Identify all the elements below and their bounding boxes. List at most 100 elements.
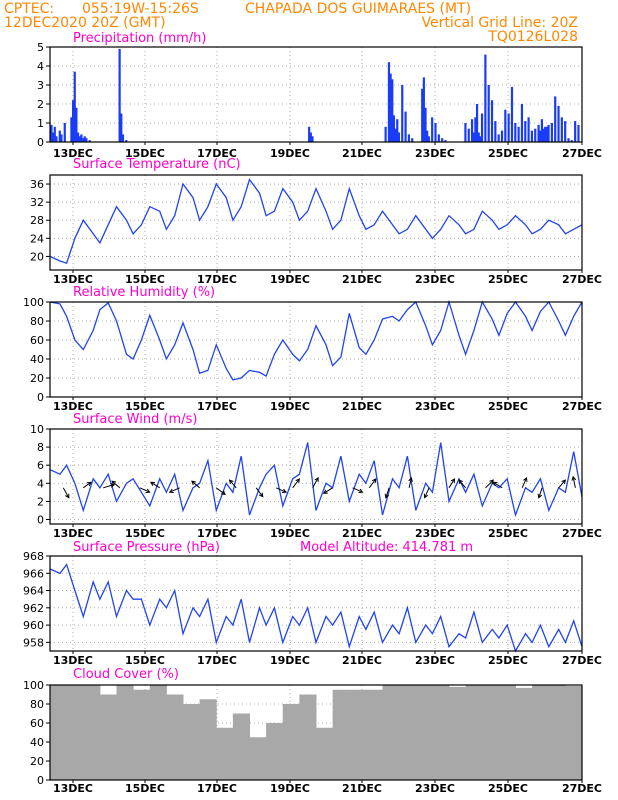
x-tick-label: 27DEC [562, 400, 602, 413]
wind-arrow-shaft [82, 481, 92, 489]
precip-bar [577, 124, 580, 142]
precip-bar [434, 123, 437, 142]
panel-frame [49, 174, 583, 271]
panel-frame [49, 555, 583, 652]
cloud-bar [183, 704, 201, 780]
precip-bar [389, 73, 392, 142]
y-tick-label: 1 [37, 117, 44, 130]
precip-bar [554, 96, 557, 142]
x-tick-label: 17DEC [197, 400, 237, 413]
y-tick-label: 968 [23, 550, 44, 563]
y-tick-label: 100 [23, 296, 44, 309]
precip-bar [60, 134, 63, 142]
x-tick-label: 17DEC [197, 782, 237, 795]
precip-bar [404, 111, 407, 142]
panel-precipitation-mm-h: 0 1 2 3 4 5 13DEC 15DEC 17DEC 19DEC 21DEC 23DEC 25DE… [37, 31, 602, 160]
precip-bar [534, 128, 537, 142]
x-tick-label: 25DEC [488, 147, 528, 160]
wind-arrow-head [571, 475, 577, 481]
x-tick-label: 21DEC [342, 273, 382, 286]
wind-arrow-shaft [558, 479, 566, 489]
wind-arrow [292, 478, 300, 489]
cloud-bar [50, 685, 68, 780]
x-tick-label: 25DEC [488, 273, 528, 286]
precip-bar [524, 121, 527, 142]
wind-arrow-shaft [275, 487, 287, 493]
precip-bar [527, 117, 530, 142]
precip-bar [384, 126, 387, 142]
y-tick-label: 40 [30, 353, 44, 366]
wind-arrow-shaft [62, 487, 70, 498]
x-tick-label: 21DEC [342, 654, 382, 667]
cloud-bar [299, 694, 317, 780]
x-tick-label: 25DEC [488, 400, 528, 413]
precip-bar [514, 123, 517, 142]
wind-arrow-shaft [458, 479, 467, 489]
precip-bar [504, 109, 507, 142]
x-tick-label: 23DEC [415, 147, 455, 160]
y-tick-label: 36 [30, 178, 44, 191]
cloud-bar [399, 685, 417, 780]
cloud-bar [332, 689, 350, 780]
wind-arrow [384, 487, 390, 499]
x-tick-label: 15DEC [125, 147, 165, 160]
y-tick-label: 100 [23, 679, 44, 692]
wind-arrow [322, 487, 333, 494]
cloud-bar [515, 687, 533, 780]
wind-arrow-shaft [485, 479, 494, 489]
wind-arrow [62, 487, 70, 499]
precip-bar [530, 130, 534, 142]
precip-bar [472, 132, 475, 142]
header-source: CPTEC: [4, 1, 54, 17]
precip-bar [567, 138, 570, 142]
wind-arrow-head [145, 488, 151, 494]
precip-bar [545, 126, 548, 142]
x-tick-label: 25DEC [488, 527, 528, 540]
y-tick-label: 966 [23, 567, 44, 580]
y-tick-label: 0 [37, 136, 44, 149]
wind-arrow [139, 487, 151, 494]
x-tick-label: 21DEC [342, 527, 382, 540]
cloud-bar [349, 689, 367, 780]
y-tick-label: 10 [30, 423, 44, 436]
precip-bar [391, 79, 394, 142]
precip-bar [557, 105, 560, 142]
y-tick-label: 80 [30, 698, 44, 711]
panel-title: Surface Temperature (nC) [73, 157, 241, 172]
x-tick-label: 23DEC [415, 527, 455, 540]
x-tick-label: 27DEC [562, 527, 602, 540]
cloud-bar [266, 723, 284, 780]
wind-arrow-head [168, 488, 174, 494]
wind-arrow [485, 479, 495, 489]
precip-bar [477, 132, 480, 142]
precip-bar [120, 113, 123, 142]
y-tick-label: 40 [30, 736, 44, 749]
header-run-time: 12DEC2020 20Z (GMT) [4, 15, 166, 31]
cloud-bar [133, 689, 151, 780]
x-tick-label: 19DEC [270, 273, 310, 286]
relative-humidity-line [49, 299, 583, 381]
precip-bar [539, 130, 542, 142]
precip-bar [63, 123, 66, 142]
x-tick-label: 23DEC [415, 782, 455, 795]
precip-bar [475, 104, 479, 142]
y-tick-label: 20 [30, 250, 44, 263]
precip-bar [547, 124, 550, 142]
cloud-bar [199, 699, 217, 780]
wind-arrow-head [492, 481, 498, 487]
wind-arrow [571, 475, 577, 488]
precip-bar [480, 113, 484, 142]
wind-arrow-head [371, 478, 377, 484]
precip-bar [422, 77, 425, 142]
wind-arrow-shaft [385, 487, 390, 498]
wind-arrow-shaft [229, 479, 237, 489]
y-tick-label: 60 [30, 717, 44, 730]
cloud-bar [465, 685, 483, 780]
x-tick-label: 13DEC [53, 273, 93, 286]
precip-bar [564, 121, 567, 142]
cloud-bar [282, 704, 300, 780]
cloud-bar [316, 727, 334, 780]
precip-bar [88, 140, 91, 142]
cloud-bar [432, 685, 450, 780]
